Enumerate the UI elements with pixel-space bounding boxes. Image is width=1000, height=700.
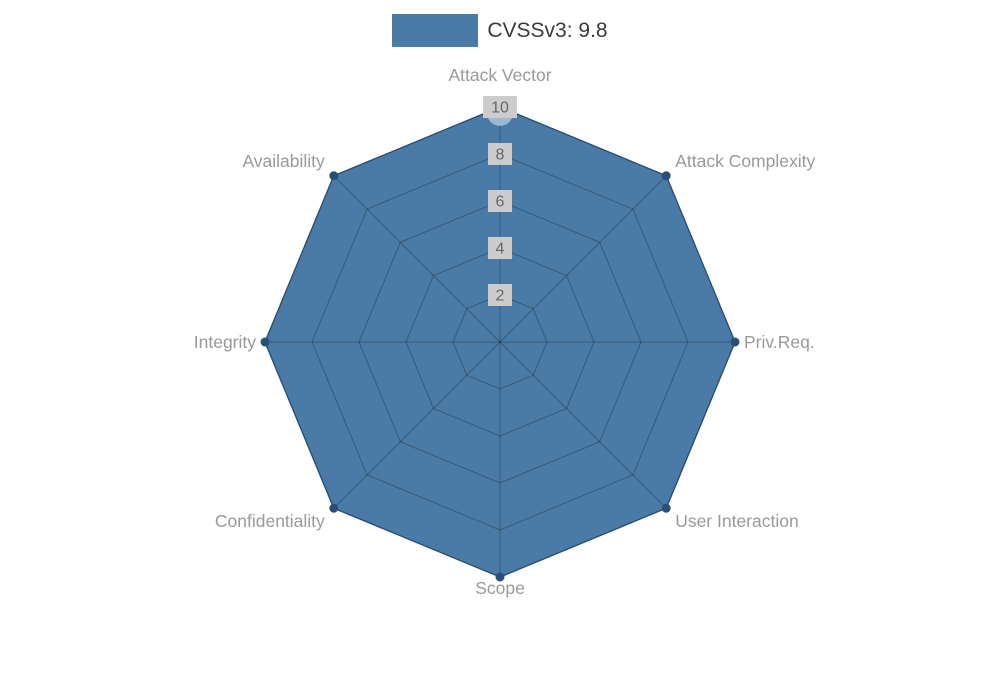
axis-label-attack-complexity: Attack Complexity	[675, 151, 815, 171]
axis-spoke	[499, 341, 667, 509]
tick-label: 8	[496, 147, 505, 164]
tick-label: 10	[491, 100, 509, 117]
data-point-dot[interactable]	[661, 503, 671, 513]
data-point-dot[interactable]	[495, 572, 505, 582]
tick-label-box	[483, 96, 517, 118]
grid-ring	[358, 200, 642, 484]
axis-label-availability: Availability	[242, 151, 325, 171]
axis-label-confidentiality: Confidentiality	[215, 511, 325, 531]
axis-label-scope: Scope	[475, 578, 525, 598]
axis-spoke	[499, 175, 667, 343]
legend-series-label: CVSSv3: 9.8	[487, 19, 608, 42]
axis-label-attack-vector: Attack Vector	[448, 65, 551, 85]
grid-ring	[452, 294, 548, 390]
data-point-dot[interactable]	[329, 171, 339, 181]
grid-ring	[311, 153, 689, 531]
tick-label: 2	[496, 288, 505, 305]
tick-label-box	[488, 143, 512, 165]
tick-label: 4	[496, 241, 505, 258]
axis-label-integrity: Integrity	[194, 332, 256, 352]
axis-spoke	[333, 175, 501, 343]
grid-ring	[405, 247, 595, 437]
legend[interactable]: CVSSv3: 9.8	[0, 14, 1000, 47]
axis-label-priv-req: Priv.Req.	[744, 332, 815, 352]
data-point-dot[interactable]	[260, 337, 270, 347]
axis-label-user-interaction: User Interaction	[675, 511, 799, 531]
legend-swatch[interactable]	[392, 14, 479, 47]
tick-label-box	[488, 190, 512, 212]
data-point-dot[interactable]	[661, 171, 671, 181]
data-point-dot[interactable]	[329, 503, 339, 513]
tick-label-box	[488, 284, 512, 306]
tick-label-box	[488, 237, 512, 259]
data-point-dot[interactable]	[730, 337, 740, 347]
axis-spoke	[333, 341, 501, 509]
tick-label: 6	[496, 194, 505, 211]
